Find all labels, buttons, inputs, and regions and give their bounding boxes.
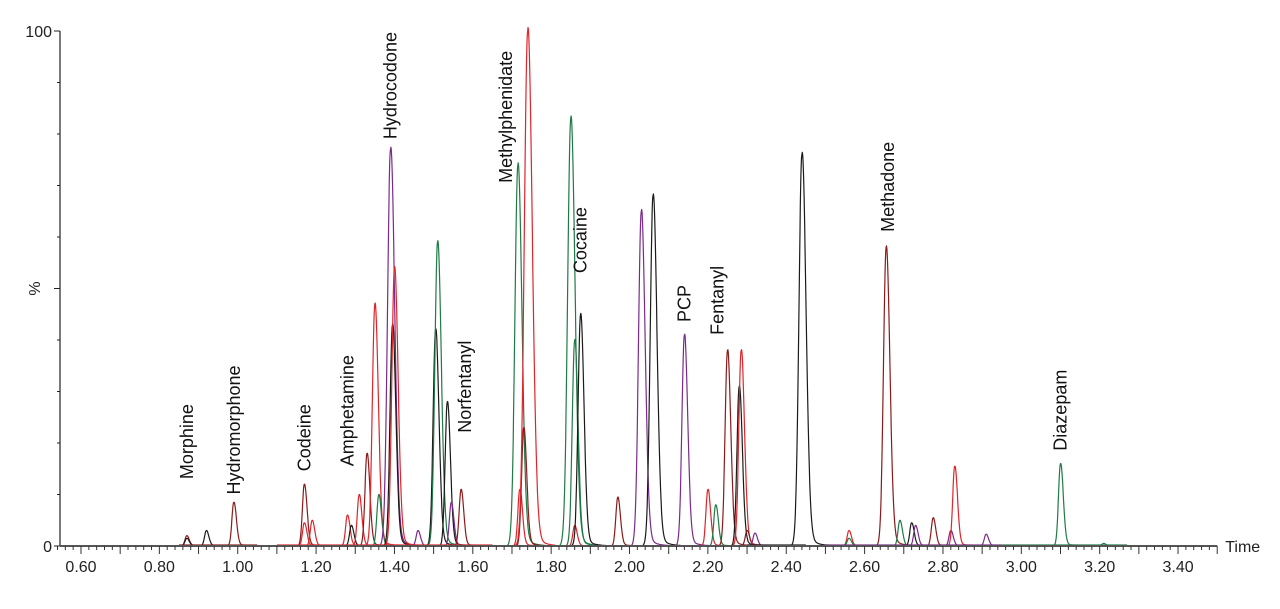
peak-trace <box>374 146 419 547</box>
compound-label: Amphetamine <box>337 355 357 466</box>
peak-trace <box>376 323 421 547</box>
trace-layer <box>170 26 1132 547</box>
compound-label: PCP <box>674 285 694 322</box>
x-tick-label: 0.80 <box>144 559 175 576</box>
peak-trace <box>870 245 914 547</box>
x-tick-label: 2.40 <box>771 559 802 576</box>
peak-trace <box>970 533 1014 547</box>
x-tick-label: 0.60 <box>65 559 96 576</box>
compound-label: Hydromorphone <box>224 365 244 494</box>
peak-trace <box>502 162 546 547</box>
peak-trace <box>601 496 646 547</box>
peak-trace <box>785 151 830 547</box>
peak-trace <box>637 193 681 547</box>
x-tick-label: 3.00 <box>1006 559 1037 576</box>
compound-label: Codeine <box>294 404 314 471</box>
x-tick-label: 2.00 <box>614 559 645 576</box>
compound-label: Norfentanyl <box>455 341 475 433</box>
compound-label: Methylphenidate <box>496 51 516 183</box>
x-tick-label: 1.00 <box>222 559 253 576</box>
x-tick-label: 3.40 <box>1162 559 1193 576</box>
peak-trace <box>558 524 603 547</box>
peak-trace <box>938 465 983 547</box>
peak-trace <box>190 529 234 547</box>
compound-annotations: Morphine Hydromorphone Codeine Amphetamine H… <box>177 32 1071 494</box>
y-tick-label-0: 0 <box>43 539 52 556</box>
peak-trace <box>1044 463 1089 547</box>
peak-trace <box>564 312 609 547</box>
x-tick-label: 2.60 <box>849 559 880 576</box>
peak-trace <box>934 529 979 547</box>
x-tick-label: 2.80 <box>927 559 958 576</box>
peak-trace <box>917 517 961 547</box>
y-ticks <box>54 30 60 547</box>
peak-trace <box>217 501 262 547</box>
compound-label: Methadone <box>878 142 898 232</box>
peak-trace <box>511 26 556 547</box>
axes: 0.60 0.80 1.00 1.20 1.40 1.60 1.80 2.00 2.20 2.40… <box>25 24 1260 576</box>
peak-trace <box>288 483 332 547</box>
x-tick-label: 1.20 <box>301 559 332 576</box>
x-axis-label: Time <box>1225 539 1260 556</box>
compound-label: Fentanyl <box>708 266 728 335</box>
compound-label: Hydrocodone <box>381 32 401 139</box>
x-tick-label: 1.40 <box>379 559 410 576</box>
x-tick-label: 2.20 <box>692 559 723 576</box>
x-tick-label: 1.60 <box>457 559 488 576</box>
y-axis-label: % <box>27 281 44 295</box>
x-tick-label: 1.80 <box>536 559 567 576</box>
y-tick-label-100: 100 <box>25 24 52 41</box>
compound-label: Cocaine <box>571 207 591 273</box>
compound-label: Morphine <box>177 404 197 479</box>
peak-trace <box>832 529 877 547</box>
x-ticks: 0.60 0.80 1.00 1.20 1.40 1.60 1.80 2.00 2.20 2.40… <box>56 546 1218 576</box>
peak-trace <box>507 426 552 547</box>
compound-label: Diazepam <box>1051 370 1071 451</box>
peak-trace <box>625 208 669 547</box>
peak-trace <box>378 266 423 547</box>
x-tick-label: 3.20 <box>1084 559 1115 576</box>
